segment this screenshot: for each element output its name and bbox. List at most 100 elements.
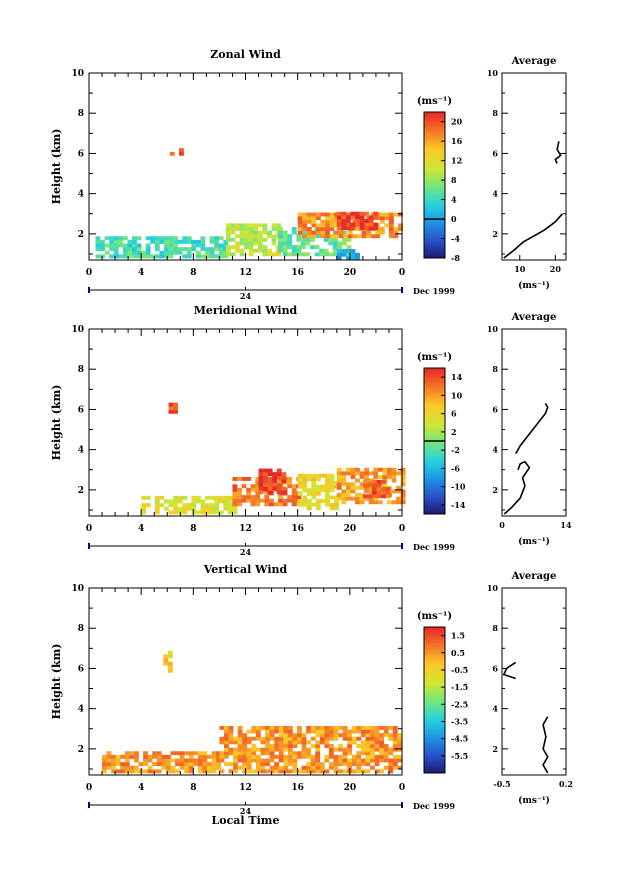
colorbar-tick-label: 12 xyxy=(451,156,462,166)
heatmap-cell xyxy=(311,216,317,221)
heatmap-cell xyxy=(315,765,321,770)
heatmap-cell xyxy=(306,765,312,770)
heatmap-cell xyxy=(342,241,347,246)
heatmap-cell xyxy=(325,212,330,217)
colorbar-segment xyxy=(424,423,445,427)
heatmap-cell xyxy=(260,751,266,756)
heatmap-cell xyxy=(397,765,403,770)
heatmap-cell xyxy=(278,227,283,231)
heatmap-cell xyxy=(276,490,282,495)
heatmap-cell xyxy=(297,227,303,231)
heatmap-cell xyxy=(400,489,406,494)
heatmap-cell xyxy=(281,486,287,491)
colorbar-tick-label: -1.5 xyxy=(451,682,468,692)
heatmap-cell xyxy=(195,495,201,500)
heatmap-cell xyxy=(323,248,329,253)
heatmap-cell xyxy=(182,254,188,259)
heatmap-cell xyxy=(319,733,325,738)
heatmap-cell xyxy=(281,479,287,484)
heatmap-cell xyxy=(315,744,321,748)
heatmap-cell xyxy=(191,499,197,504)
heatmap-cell xyxy=(267,248,272,253)
heatmap-cell xyxy=(376,483,382,488)
heatmap-cell xyxy=(333,733,339,738)
heatmap-cell xyxy=(398,223,403,228)
heatmap-cell xyxy=(167,668,173,673)
heatmap-cell xyxy=(333,725,339,730)
heatmap-cell xyxy=(274,729,280,734)
heatmap-cell xyxy=(329,488,335,493)
colorbar-segment xyxy=(424,738,445,742)
heatmap-cell xyxy=(287,769,293,774)
heatmap-cell xyxy=(310,758,316,763)
heatmap-cell xyxy=(325,499,330,504)
heatmap-cell xyxy=(235,223,240,228)
heatmap-cell xyxy=(269,751,275,756)
heatmap-cell xyxy=(373,500,379,505)
heatmap-cell xyxy=(311,212,317,217)
heatmap-cell xyxy=(111,754,117,759)
heatmap-cell xyxy=(184,769,190,774)
heatmap-cell xyxy=(355,252,360,257)
heatmap-cell xyxy=(282,252,288,257)
colorbar-segment xyxy=(424,697,445,701)
colorbar-segment xyxy=(424,150,445,154)
colorbar-segment xyxy=(424,641,445,645)
heatmap-cell xyxy=(341,489,347,494)
heatmap-cell xyxy=(218,254,224,259)
x-tick-label: 8 xyxy=(190,524,196,534)
colorbar-segment xyxy=(424,765,445,769)
heatmap-cell xyxy=(370,751,375,756)
y-tick-label: 10 xyxy=(71,325,84,335)
heatmap-cell xyxy=(115,762,121,767)
colorbar-segment xyxy=(424,492,445,496)
colorbar-tick-label: -8 xyxy=(451,253,460,263)
average-x-tick-label: 0 xyxy=(499,520,505,530)
heatmap-cell xyxy=(359,485,365,490)
heatmap-cell xyxy=(100,243,105,248)
heatmap-cell xyxy=(373,471,379,476)
colorbar-segment xyxy=(424,489,445,493)
heatmap-cell xyxy=(182,510,188,515)
heatmap-cell xyxy=(167,661,173,666)
heatmap-cell xyxy=(122,243,128,248)
colorbar-segment xyxy=(424,211,445,215)
heatmap-cell xyxy=(265,758,270,763)
heatmap-cell xyxy=(145,250,151,255)
x-tick-label: 20 xyxy=(344,783,357,793)
colorbar-segment xyxy=(424,153,445,157)
heatmap-cell xyxy=(336,467,342,472)
colorbar-segment xyxy=(424,112,445,115)
heatmap-cell xyxy=(347,765,353,770)
heatmap-cell xyxy=(265,725,270,730)
heatmap-cell xyxy=(287,747,293,752)
heatmap-cell xyxy=(113,243,119,248)
heatmap-cell xyxy=(159,236,165,241)
colorbar-segment xyxy=(424,114,445,118)
average-y-tick-label: 2 xyxy=(492,229,498,239)
heatmap-cell xyxy=(392,765,398,770)
colorbar-segment xyxy=(424,465,445,469)
heatmap-cell xyxy=(328,762,334,767)
heatmap-cell xyxy=(115,769,121,774)
heatmap-cell xyxy=(244,230,250,235)
heatmap-cell xyxy=(216,751,222,756)
heatmap-cell xyxy=(237,729,243,734)
x-tick-label: 0 xyxy=(399,524,405,534)
colorbar-tick-label: 6 xyxy=(451,409,457,419)
heatmap-cell xyxy=(391,500,397,505)
heatmap-cell xyxy=(366,230,371,235)
colorbar-segment xyxy=(424,760,445,764)
heatmap-cell xyxy=(281,490,287,495)
heatmap-cell xyxy=(350,226,356,231)
heatmap-cell xyxy=(379,733,385,738)
heatmap-cell xyxy=(124,754,130,759)
colorbar-segment xyxy=(424,475,445,478)
heatmap-cell xyxy=(156,758,162,763)
colorbar-segment xyxy=(424,141,445,145)
heatmap-cell xyxy=(207,765,212,770)
average-y-tick-label: 4 xyxy=(492,445,498,455)
x-tick-label: 0 xyxy=(399,268,405,278)
heatmap-cell xyxy=(129,754,135,759)
heatmap-cell xyxy=(200,503,206,508)
